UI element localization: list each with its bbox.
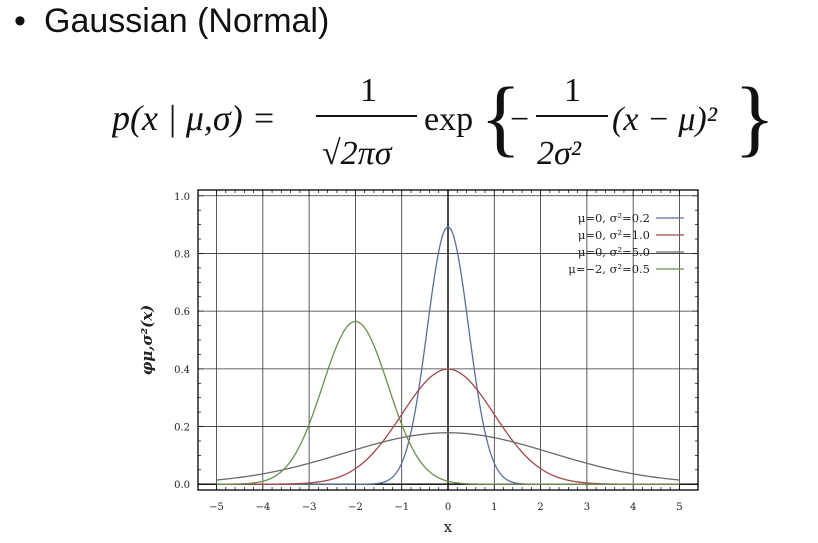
formula-right-brace: } — [734, 69, 772, 165]
y-tick-label: 0.6 — [174, 307, 190, 318]
x-tick-label: 4 — [630, 502, 636, 513]
chart-tick-labels: −5 −4 −3 −2 −1 0 1 2 3 4 5 0.0 0.2 0.4 0.6 0.8 1.0 — [174, 192, 683, 513]
x-tick-label: 2 — [537, 502, 543, 513]
x-tick-label: −1 — [394, 502, 409, 513]
gaussian-formula: p(x | μ,σ) = 1 √2πσ exp { − 1 2σ² (x − μ… — [112, 69, 772, 172]
formula-frac1-numerator: 1 — [360, 72, 377, 109]
formula-minus: − — [510, 101, 529, 138]
bullet-icon: • — [14, 2, 26, 40]
formula-left-brace: { — [480, 69, 521, 165]
x-tick-label: −3 — [302, 502, 317, 513]
slide-title: Gaussian (Normal) — [44, 2, 330, 40]
y-axis-label: φμ,σ²(x) — [138, 305, 156, 376]
formula-lhs: p(x | μ,σ) = — [112, 98, 276, 138]
y-tick-label: 0.4 — [174, 365, 190, 376]
slide-title-line: • Gaussian (Normal) — [14, 2, 329, 41]
formula-tail: (x − μ)² — [612, 101, 718, 138]
gaussian-chart: −5 −4 −3 −2 −1 0 1 2 3 4 5 0.0 0.2 0.4 0.6 0.8 1.0 μ=0, … — [138, 189, 699, 536]
chart-legend: μ=0, σ²=0.2 μ=0, σ²=1.0 μ=0, σ²=5.0 μ=−2, σ… — [568, 211, 684, 276]
chart-curves — [216, 226, 680, 485]
x-tick-label: −4 — [255, 502, 270, 513]
formula-exp: exp — [424, 101, 473, 138]
y-tick-label: 1.0 — [174, 192, 190, 203]
legend-entry-label: μ=0, σ²=1.0 — [578, 228, 650, 242]
formula-frac2-numerator: 1 — [564, 72, 581, 109]
x-tick-label: 0 — [445, 502, 451, 513]
y-tick-label: 0.8 — [174, 249, 190, 260]
x-tick-label: 5 — [676, 502, 682, 513]
x-tick-label: −2 — [348, 502, 363, 513]
series-line-3 — [216, 432, 680, 481]
plot-frame — [197, 189, 699, 491]
legend-entry-label: μ=0, σ²=0.2 — [578, 211, 650, 225]
x-tick-label: −5 — [209, 502, 224, 513]
series-line-4 — [216, 320, 680, 485]
x-tick-label: 3 — [584, 502, 590, 513]
formula-frac2-denominator: 2σ² — [537, 135, 582, 172]
formula-frac1-denominator: √2πσ — [322, 135, 393, 172]
legend-entry-label: μ=−2, σ²=0.5 — [568, 262, 650, 276]
x-axis-label: x — [444, 518, 453, 536]
x-tick-label: 1 — [491, 502, 497, 513]
y-tick-label: 0.0 — [174, 480, 190, 491]
legend-entry-label: μ=0, σ²=5.0 — [578, 245, 650, 259]
y-tick-label: 0.2 — [174, 423, 190, 434]
